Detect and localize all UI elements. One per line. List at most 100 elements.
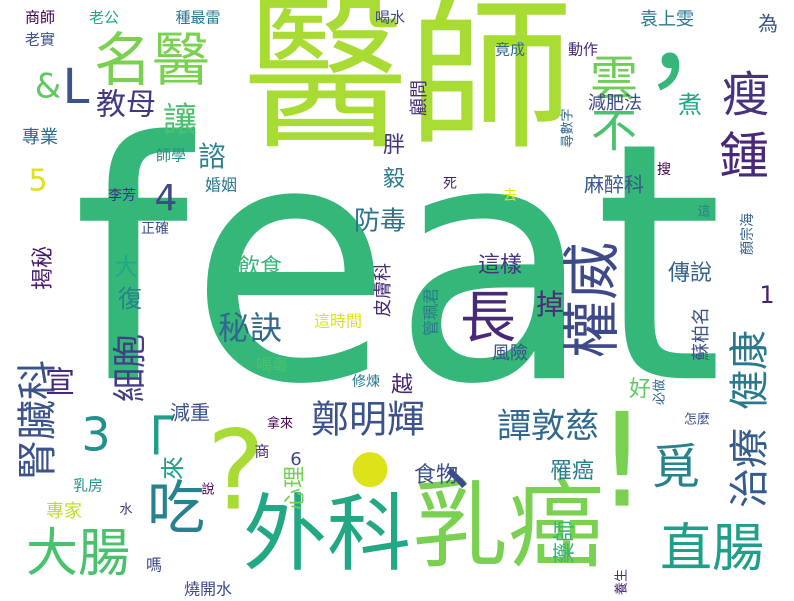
word-qu: 去	[503, 188, 517, 204]
word-nalai: 拿來	[267, 416, 293, 432]
word-zhichang: 直腸	[660, 519, 764, 579]
word-lbracket: L	[63, 59, 90, 115]
word-zheshijian: 這時間	[314, 312, 362, 331]
word-zheyang: 這樣	[478, 253, 522, 278]
word-yanzonghai: 顏宗海	[739, 213, 756, 255]
word-pifuke: 皮膚科	[373, 263, 394, 317]
word-shiwu: 食物	[414, 463, 458, 488]
word-hao: 好	[629, 377, 651, 402]
word-shixue: 師學	[156, 147, 186, 165]
word-shangshi: 商師	[25, 9, 55, 27]
word-zheng: 正確	[141, 221, 169, 237]
word-si: 死	[443, 176, 457, 192]
word-shui: 水	[119, 503, 132, 518]
word-jianzhong: 減重	[170, 401, 210, 425]
word-shang: 商	[254, 443, 269, 461]
word-fengxian: 風險	[492, 343, 528, 364]
word-guanpeijun: 管珮君	[422, 288, 441, 336]
word-exclamation: !	[596, 385, 648, 537]
word-lifang: 李芳	[108, 187, 136, 204]
word-zenme: 怎麼	[684, 413, 710, 428]
word-rang: 讓	[163, 101, 197, 141]
word-wei: 為	[758, 12, 778, 36]
word-jingcheng: 竟成	[495, 41, 525, 59]
word-chuanshuo: 傳說	[668, 261, 712, 286]
word-comma: ，	[643, 0, 753, 104]
word-yuanshangwen: 袁上雯	[640, 9, 694, 30]
word-heshui: 喝水	[375, 9, 405, 27]
word-question: ?	[207, 406, 265, 534]
word-laogong: 老公	[89, 9, 119, 27]
word-zhiliao: 治療	[727, 428, 773, 508]
word-hunyin: 婚姻	[205, 176, 237, 195]
word-yangsheng: 養生	[614, 569, 630, 595]
word-fu: 復	[118, 285, 142, 313]
word-yinshi: 飲食	[238, 255, 282, 280]
word-yun: 雲	[590, 51, 638, 107]
word-rufang: 乳房	[73, 477, 103, 495]
word-sou: 搜	[657, 162, 671, 178]
word-xunshu: 尋數字	[561, 108, 576, 147]
word-bu: 不	[591, 104, 637, 158]
word-xinli: 心理	[283, 466, 308, 510]
word-zhengminghui: 鄭明輝	[311, 398, 425, 442]
word-chang: 長	[460, 286, 516, 351]
word-mi: 覓	[652, 439, 700, 495]
word-three: 3	[81, 408, 110, 462]
word-mijue: 秘訣	[218, 309, 282, 347]
word-yu: 諮	[198, 140, 226, 173]
word-bracket: 「	[115, 412, 175, 482]
word-yaoshi: 藥師	[553, 520, 578, 564]
word-shuo: 說	[201, 482, 214, 498]
word-waike: 外科	[243, 485, 411, 583]
word-mazuike: 麻醉科	[584, 173, 644, 197]
word-bizuo: 必做	[653, 379, 668, 405]
word-yue: 越	[391, 373, 413, 398]
word-five: 5	[28, 164, 47, 199]
word-four: 4	[155, 178, 178, 219]
word-zhe: 這	[697, 204, 710, 220]
word-laoshi: 老實	[25, 31, 55, 49]
word-mingyi: 名醫	[94, 26, 210, 94]
word-subohan: 蘇柏名	[691, 307, 712, 361]
word-dian: 、	[443, 419, 513, 501]
word-dot: •	[335, 405, 406, 544]
word-six: 6	[290, 449, 301, 470]
word-zhuanjia: 專家	[46, 501, 82, 522]
word-jiankang: 健康	[727, 330, 773, 410]
word-chi: 吃	[147, 474, 205, 542]
word-shenzang: 腎臟科	[15, 360, 61, 480]
word-feat: feat	[73, 72, 724, 456]
word-xibao: 細胞	[111, 334, 151, 402]
word-guwen: 顧問	[409, 80, 430, 116]
word-luoai: 罹癌	[550, 459, 594, 484]
word-zhuanye: 專業	[22, 127, 58, 148]
word-xiulian: 修煉	[352, 374, 380, 390]
word-lai: 來	[159, 456, 187, 480]
word-amp: &	[35, 67, 62, 107]
word-zhongzuilei: 種最雷	[175, 9, 220, 27]
word-zhong: 鍾	[719, 128, 769, 186]
word-zhu: 煮	[678, 91, 702, 119]
word-hedu: 喝毒	[256, 356, 288, 375]
word-diao: 掉	[536, 288, 564, 321]
word-da: 大	[114, 253, 138, 281]
word-yi: 毅	[383, 167, 405, 192]
word-pang: 胖	[383, 133, 405, 158]
word-ma: 嗎	[146, 556, 162, 575]
word-shaokaishui: 燒開水	[184, 580, 232, 599]
word-jianfeifa: 減肥法	[588, 93, 642, 114]
word-jiemi: 揭秘	[31, 246, 56, 290]
word-fangdu: 防毒	[354, 207, 406, 237]
word-jiaomu: 教母	[96, 88, 156, 123]
word-sub1: 1	[759, 281, 774, 309]
word-dachang: 大腸	[26, 524, 130, 584]
word-dongzuo: 動作	[568, 41, 598, 59]
word-tandunci: 譚敦慈	[497, 407, 599, 447]
word-xuan: 宣	[45, 366, 75, 401]
word-quanwei: 權威	[558, 242, 626, 358]
word-shou: 瘦	[722, 67, 770, 123]
word-yishi: 醫師	[243, 0, 573, 172]
